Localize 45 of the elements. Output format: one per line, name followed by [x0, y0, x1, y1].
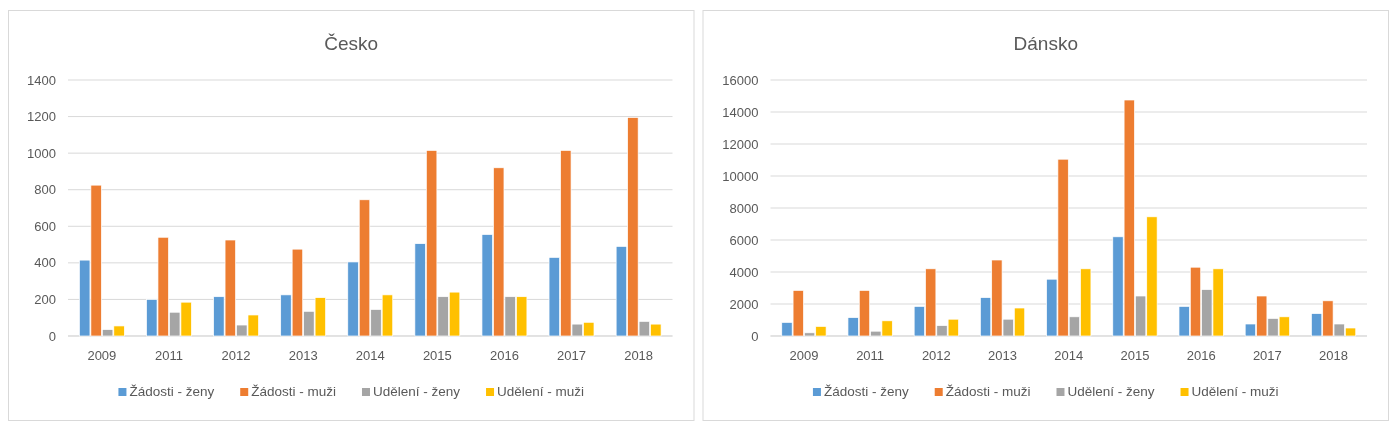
y-tick-label: 0 — [48, 328, 56, 344]
y-tick-label: 8000 — [729, 200, 759, 216]
y-tick-label: 10000 — [722, 168, 759, 184]
x-tick-label: 2013 — [988, 348, 1018, 363]
y-tick-label: 16000 — [722, 72, 759, 88]
legend-label: Udělení - muži — [1191, 384, 1279, 399]
y-tick-label: 1400 — [27, 72, 56, 88]
x-tick-label: 2013 — [288, 348, 318, 363]
x-tick-label: 2015 — [422, 348, 452, 363]
y-tick-label: 1200 — [27, 109, 56, 125]
legend-label: Žádosti - ženy — [129, 384, 215, 399]
x-tick-label: 2012 — [921, 348, 951, 363]
y-tick-label: 2000 — [729, 296, 759, 312]
x-tick-label: 2018 — [624, 348, 654, 363]
legend-label: Žádosti - muži — [945, 384, 1031, 399]
chart-title: Česko — [324, 33, 379, 54]
x-tick-label: 2017 — [557, 348, 586, 363]
y-tick-label: 600 — [34, 218, 56, 234]
y-tick-label: 0 — [751, 328, 759, 344]
x-tick-label: 2017 — [1252, 348, 1282, 363]
y-tick-label: 14000 — [722, 104, 759, 120]
chart-title: Dánsko — [1013, 33, 1078, 54]
x-tick-label: 2009 — [87, 348, 117, 363]
y-tick-label: 1000 — [27, 145, 56, 161]
x-tick-label: 2009 — [789, 348, 819, 363]
x-tick-label: 2016 — [489, 348, 519, 363]
x-tick-label: 2011 — [154, 348, 183, 363]
legend-label: Udělení - ženy — [1067, 384, 1155, 399]
legend-label: Žádosti - ženy — [823, 384, 909, 399]
x-tick-label: 2015 — [1120, 348, 1150, 363]
y-tick-label: 6000 — [729, 232, 759, 248]
x-tick-label: 2014 — [355, 348, 385, 363]
x-tick-label: 2012 — [221, 348, 251, 363]
legend-label: Žádosti - muži — [251, 384, 336, 399]
y-tick-label: 4000 — [729, 264, 759, 280]
x-tick-label: 2018 — [1319, 348, 1349, 363]
x-tick-label: 2016 — [1186, 348, 1216, 363]
x-tick-label: 2011 — [856, 348, 885, 363]
y-tick-label: 400 — [34, 255, 56, 271]
y-tick-label: 12000 — [722, 136, 759, 152]
legend-label: Udělení - ženy — [372, 384, 461, 399]
x-tick-label: 2014 — [1054, 348, 1084, 363]
y-tick-label: 800 — [34, 182, 56, 198]
y-tick-label: 200 — [34, 291, 56, 307]
legend-label: Udělení - muži — [497, 384, 585, 399]
